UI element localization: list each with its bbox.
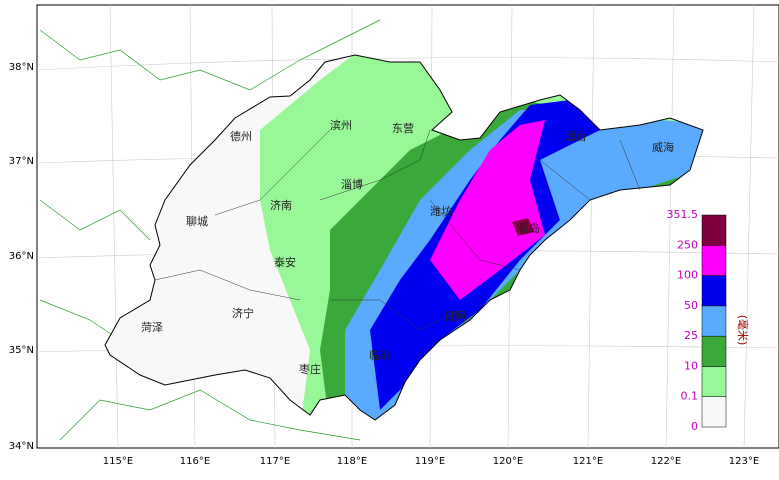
city-label: 枣庄 <box>299 362 321 376</box>
city-label: 德州 <box>230 129 252 143</box>
lon-label: 122°E <box>651 456 681 467</box>
lat-label: 38°N <box>9 62 34 73</box>
lat-label: 37°N <box>9 156 34 167</box>
band-5 <box>430 120 545 300</box>
city-label: 烟台 <box>565 129 587 143</box>
city-label: 滨州 <box>330 118 352 132</box>
lon-label: 118°E <box>337 456 367 467</box>
legend-swatch <box>701 335 727 367</box>
lon-label: 117°E <box>260 456 290 467</box>
city-label: 泰安 <box>274 255 296 269</box>
province-outline <box>104 54 704 421</box>
province-borders <box>39 19 381 441</box>
lon-label: 115°E <box>103 456 133 467</box>
legend-label: 25 <box>684 329 698 342</box>
legend-label: 10 <box>684 359 698 372</box>
city-label: 临沂 <box>369 348 391 362</box>
city-label: 聊城 <box>186 214 208 228</box>
city-label: 东营 <box>392 121 414 135</box>
legend-swatch <box>701 366 727 397</box>
city-label: 菏泽 <box>141 321 163 334</box>
city-label: 济南 <box>270 198 292 212</box>
labels: 38°N 37°N 36°N 35°N 34°N 115°E 116°E 117°E 118°E… <box>9 62 759 467</box>
legend-label: 100 <box>677 269 698 282</box>
city-label: 青岛 <box>518 221 540 235</box>
legend-swatch <box>701 214 727 246</box>
lat-label: 34°N <box>9 441 34 452</box>
city-label: 潍坊 <box>430 204 452 218</box>
lon-label: 123°E <box>729 456 759 467</box>
legend-swatch <box>701 275 727 307</box>
legend-label: 0 <box>691 420 698 433</box>
city-label: 威海 <box>652 140 674 154</box>
lon-label: 121°E <box>573 456 603 467</box>
legend-label: 250 <box>677 238 698 251</box>
legend-label: 50 <box>684 299 698 312</box>
legend-swatch <box>701 396 727 428</box>
legend-swatch <box>701 305 727 337</box>
lon-label: 120°E <box>493 456 523 467</box>
legend-label: 351.5 <box>667 208 699 221</box>
legend-unit: (毫米) <box>736 315 750 346</box>
lat-label: 35°N <box>9 345 34 356</box>
legend-swatch <box>701 245 727 276</box>
legend-label: 0.1 <box>681 390 699 403</box>
city-borders <box>154 129 641 331</box>
city-label: 济宁 <box>232 306 254 320</box>
city-label: 淄博 <box>341 178 363 191</box>
lat-label: 36°N <box>9 251 34 262</box>
lon-label: 119°E <box>415 456 445 467</box>
band-6 <box>512 218 534 236</box>
city-label: 日照 <box>444 310 466 323</box>
lon-label: 116°E <box>180 456 210 467</box>
